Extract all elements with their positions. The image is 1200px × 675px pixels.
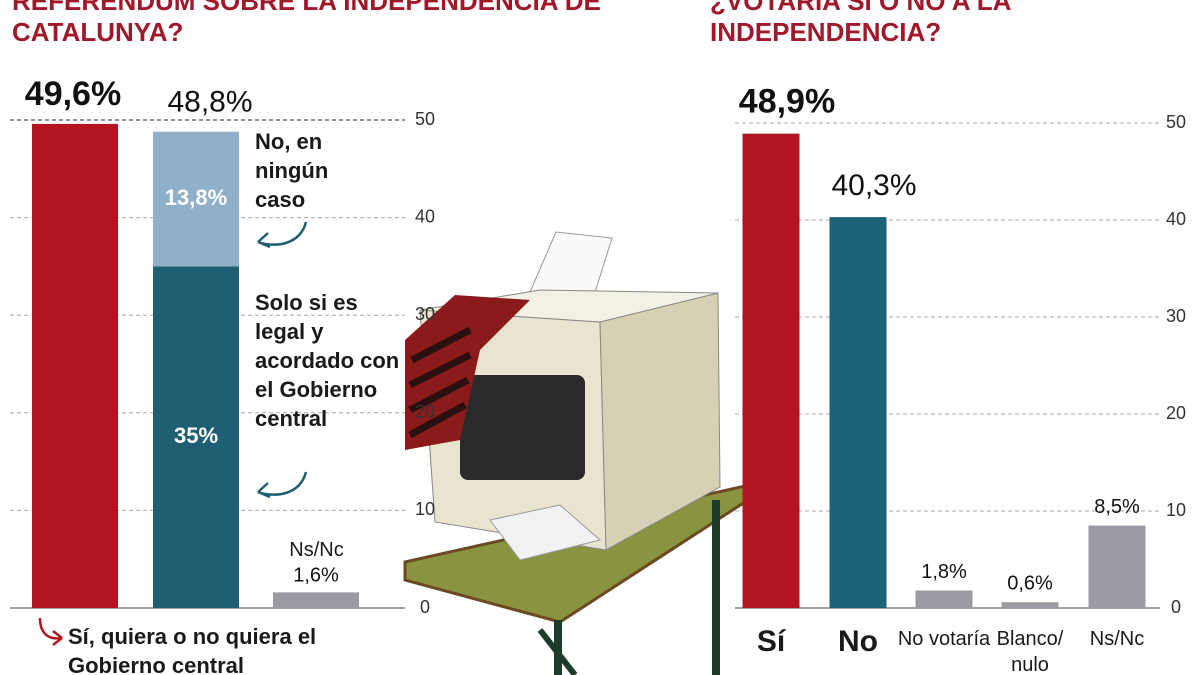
- x-tick-label: Ns/Nc: [1089, 628, 1145, 650]
- arrow: [257, 221, 308, 249]
- y-tick-label: 10: [415, 499, 435, 519]
- bar-segment: [153, 266, 239, 608]
- x-tick-label: Sí: [756, 625, 786, 658]
- value-label: 35%: [174, 423, 218, 448]
- value-label: 49,6%: [25, 75, 121, 113]
- y-tick-label: 50: [415, 109, 435, 129]
- annotation: Ns/Nc: [289, 539, 344, 561]
- chart-title: ¿VOTARÍA SÍ O NO A LA INDEPENDENCIA?: [710, 0, 1011, 47]
- annotation: No, en ningún caso: [255, 129, 329, 212]
- y-tick-label: 10: [1166, 500, 1186, 520]
- y-tick-label: 0: [420, 597, 430, 617]
- x-tick-label: No: [838, 625, 878, 658]
- x-tick-label: No votaría: [897, 628, 991, 650]
- x-tick-label: Blanco/ nulo: [996, 628, 1064, 675]
- y-tick-label: 30: [415, 304, 435, 324]
- bar-segment: [273, 592, 359, 608]
- y-tick-label: 20: [1166, 403, 1186, 423]
- value-label: 48,9%: [739, 83, 835, 121]
- arrow: [38, 617, 63, 646]
- y-tick-label: 20: [415, 402, 435, 422]
- annotation: Sí, quiera o no quiera el Gobierno centr…: [68, 624, 317, 675]
- value-label: 13,8%: [165, 185, 227, 210]
- bar: [742, 133, 800, 609]
- y-tick-label: 50: [1166, 112, 1186, 132]
- arrow: [257, 471, 308, 499]
- value-label: 1,8%: [921, 561, 967, 583]
- bar-segment: [153, 131, 239, 267]
- bar-segment: [32, 123, 118, 609]
- y-tick-label: 40: [1166, 209, 1186, 229]
- y-tick-label: 40: [415, 206, 435, 226]
- y-tick-label: 0: [1171, 597, 1181, 617]
- annotation: Solo si es legal y acordado con el Gobie…: [255, 290, 400, 431]
- total-label: 48,8%: [167, 86, 252, 119]
- chart-title: REFERÉNDUM SOBRE LA INDEPENDENCIA DE CAT…: [12, 0, 601, 47]
- bar: [829, 217, 887, 608]
- bar: [1001, 602, 1059, 608]
- bar: [1088, 525, 1146, 608]
- value-label: 8,5%: [1094, 496, 1140, 518]
- y-tick-label: 30: [1166, 306, 1186, 326]
- value-label: 1,6%: [293, 565, 339, 587]
- ballot-box-illustration: [403, 231, 750, 675]
- value-label: 40,3%: [831, 169, 916, 202]
- bar: [915, 590, 973, 608]
- value-label: 0,6%: [1007, 572, 1053, 594]
